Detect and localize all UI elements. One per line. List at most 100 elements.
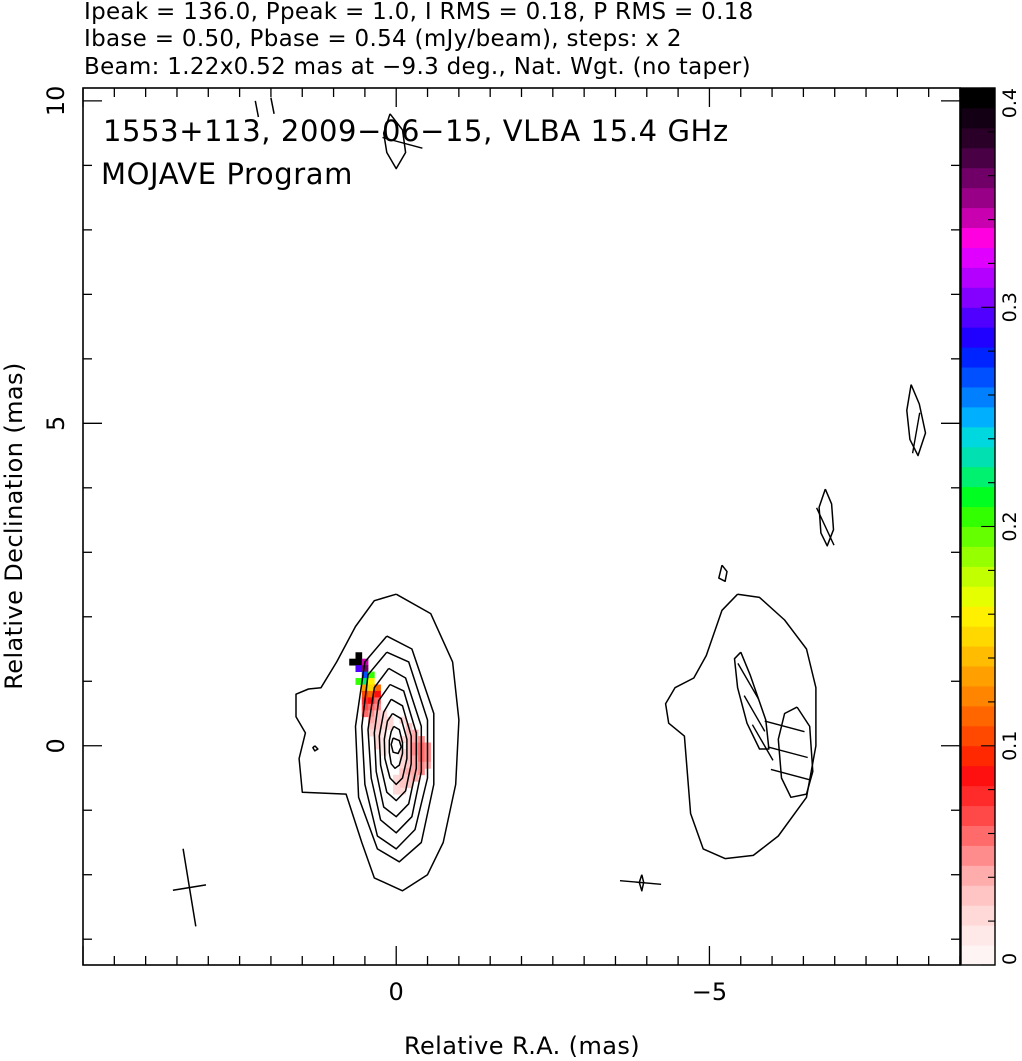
x-tick-label: 0 — [389, 978, 404, 1006]
polarization-pixel — [355, 652, 363, 660]
colorbar-strip — [961, 307, 995, 328]
polarization-pixel — [411, 742, 419, 750]
polarization-pixel — [411, 729, 419, 737]
polarization-pixel — [399, 781, 407, 789]
contour-line — [733, 651, 770, 750]
header-line-2: Ibase = 0.50, Pbase = 0.54 (mJy/beam), s… — [84, 26, 682, 52]
polarization-pixel — [368, 723, 375, 731]
contour-line — [254, 100, 260, 118]
beam-minor-axis — [172, 884, 207, 892]
axis-ticks — [82, 88, 961, 965]
contour-line — [718, 564, 728, 583]
colorbar-strip — [961, 566, 995, 587]
contour-line — [373, 683, 418, 818]
colorbar-strip — [961, 646, 995, 667]
colorbar-strip — [961, 107, 995, 129]
polarization-pixel — [380, 748, 388, 756]
polarization-pixel — [411, 736, 419, 743]
polarization-pixel — [374, 690, 381, 698]
polarization-pixel — [380, 716, 388, 724]
contour-line — [361, 651, 429, 850]
polarization-pixel — [411, 774, 419, 782]
polarization-pixel — [361, 665, 369, 672]
evpa-tick — [815, 507, 835, 546]
colorbar-label: 0.3 — [999, 292, 1021, 322]
contour-line — [777, 706, 814, 799]
colorbar: 0 0.1 0.2 0.3 0.4 — [960, 87, 1021, 966]
contour-line — [354, 635, 435, 863]
polarization-pixel — [380, 723, 388, 731]
polarization-pixel — [368, 697, 375, 705]
polarization-pixel — [411, 748, 419, 756]
colorbar-strip — [961, 466, 995, 488]
colorbar-strip — [961, 765, 995, 787]
polarization-pixel — [411, 761, 419, 769]
contour-line — [378, 698, 412, 802]
colorbar-strip — [961, 506, 995, 527]
colorbar-strip — [961, 426, 995, 448]
colorbar-strip — [961, 486, 995, 508]
colorbar-label: 0.4 — [999, 88, 1021, 118]
colorbar-strip — [961, 247, 995, 268]
colorbar-label: 0.2 — [999, 511, 1021, 541]
colorbar-strips — [961, 88, 995, 966]
evpa-tick — [911, 412, 921, 454]
polarization-pixel — [380, 729, 388, 737]
polarization-pixel — [405, 742, 413, 750]
contour-line — [390, 737, 402, 755]
polarization-pixel — [368, 710, 375, 718]
program-annotation: MOJAVE Program — [101, 157, 353, 191]
y-tick-label: 10 — [42, 86, 70, 117]
colorbar-strip — [961, 526, 995, 547]
colorbar-strip — [961, 287, 995, 308]
polarization-pixel — [399, 761, 407, 769]
polarization-pixel — [349, 658, 356, 666]
colorbar-strip — [961, 666, 995, 687]
polarization-pixel — [374, 729, 381, 737]
y-axis-title: Relative Declination (mas) — [0, 362, 28, 689]
contour-line — [295, 593, 460, 892]
evpa-tick — [767, 746, 808, 759]
contour-line — [270, 97, 275, 114]
colorbar-strip — [961, 865, 995, 886]
evpa-vectors — [382, 136, 921, 885]
contour-line — [312, 745, 319, 752]
total-intensity-contours — [254, 97, 927, 892]
contour-line — [818, 488, 835, 547]
colorbar-strip — [961, 267, 995, 288]
colorbar-strip — [961, 845, 995, 866]
polarization-pixel — [399, 755, 407, 763]
polarization-pixel — [386, 723, 394, 731]
polarization-pixel — [405, 729, 413, 737]
colorbar-label: 0 — [999, 953, 1021, 965]
polarization-pixel — [368, 671, 375, 679]
polarization-pixel — [374, 684, 381, 692]
colorbar-strip — [961, 127, 995, 149]
polarization-pixel — [361, 710, 369, 718]
colorbar-strip — [961, 386, 995, 408]
x-axis-title: Relative R.A. (mas) — [404, 1032, 640, 1060]
polarization-pixel — [361, 703, 369, 711]
colorbar-strip — [961, 626, 995, 647]
colorbar-strip — [961, 207, 995, 229]
evpa-tick — [619, 880, 662, 885]
evpa-tick — [770, 768, 811, 781]
polarization-pixel — [374, 697, 381, 705]
polarization-pixel — [361, 678, 369, 685]
colorbar-strip — [961, 805, 995, 826]
polarization-pixel — [374, 723, 381, 731]
beam-marker — [172, 848, 207, 927]
colorbar-strip — [961, 367, 995, 388]
contour-line — [638, 874, 645, 892]
polarization-pixel — [405, 748, 413, 756]
colorbar-strip — [961, 905, 995, 926]
polarization-pixel — [405, 761, 413, 769]
contour-line — [367, 667, 423, 834]
colorbar-strip — [961, 705, 995, 727]
polarization-pixel — [355, 678, 363, 685]
evpa-tick — [764, 720, 805, 733]
colorbar-strip — [961, 347, 995, 368]
y-tick-label: 5 — [42, 416, 70, 431]
contour-line — [388, 725, 404, 770]
